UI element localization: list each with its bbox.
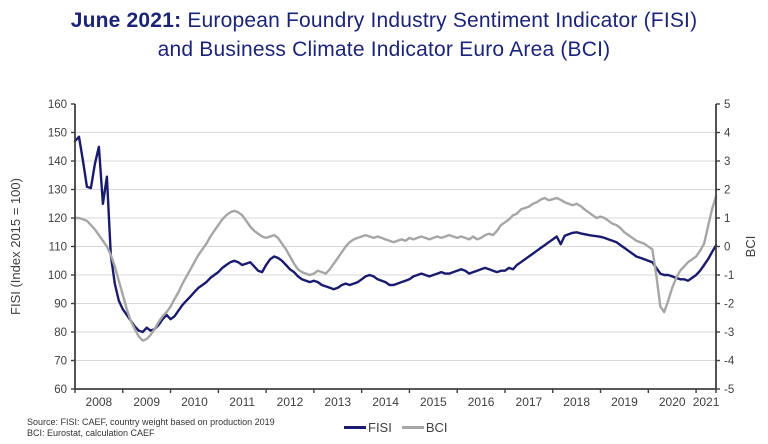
legend-label-fisi: FISI [368, 420, 392, 435]
svg-text:2017: 2017 [516, 395, 543, 409]
svg-text:2021: 2021 [693, 395, 720, 409]
svg-text:2014: 2014 [372, 395, 399, 409]
svg-text:4: 4 [724, 128, 731, 140]
svg-text:140: 140 [48, 156, 67, 168]
svg-text:70: 70 [54, 356, 67, 368]
svg-text:60: 60 [54, 384, 67, 396]
right-axis-ticks: 5 4 3 2 1 0 -1 -2 -3 -4 -5 [716, 99, 735, 396]
svg-text:80: 80 [54, 327, 67, 339]
source-note: Source: FISI: CAEF, country weight based… [27, 417, 275, 439]
chart-title: June 2021: European Foundry Industry Sen… [0, 6, 768, 64]
axis-titles: FISI (Index 2015 = 100) BCI [8, 178, 758, 315]
title-date: June 2021: [70, 9, 182, 32]
left-axis-title: FISI (Index 2015 = 100) [8, 178, 23, 315]
fisi-line [73, 135, 718, 334]
svg-text:130: 130 [48, 185, 67, 197]
svg-text:1: 1 [724, 213, 730, 225]
svg-text:2019: 2019 [611, 395, 638, 409]
svg-text:5: 5 [724, 99, 730, 111]
svg-text:2012: 2012 [277, 395, 304, 409]
svg-text:100: 100 [48, 270, 67, 282]
right-axis-title: BCI [743, 236, 758, 258]
fisi-line-swatch [344, 426, 366, 429]
title-line-2: and Business Climate Indicator Euro Area… [157, 38, 611, 61]
svg-text:120: 120 [48, 213, 67, 225]
svg-text:2013: 2013 [324, 395, 351, 409]
svg-text:-5: -5 [724, 384, 734, 396]
svg-text:-3: -3 [724, 327, 734, 339]
source-line-2: BCI: Eurostat, calculation CAEF [27, 428, 155, 438]
svg-text:150: 150 [48, 128, 67, 140]
svg-text:2010: 2010 [181, 395, 208, 409]
x-axis-ticks: 2008 2009 2010 2011 2012 2013 2014 2015 2016 2017… [74, 389, 720, 409]
svg-text:160: 160 [48, 99, 67, 111]
left-axis-ticks: 160 150 140 130 120 110 100 90 80 70 60 [48, 99, 75, 396]
svg-text:2018: 2018 [563, 395, 590, 409]
svg-text:-1: -1 [724, 270, 734, 282]
gridlines [75, 132, 716, 361]
source-line-1: Source: FISI: CAEF, country weight based… [27, 417, 275, 427]
bci-line-swatch [401, 426, 424, 429]
legend-item-bci: BCI [401, 420, 448, 435]
svg-text:2016: 2016 [468, 395, 495, 409]
svg-text:-4: -4 [724, 356, 735, 368]
title-line1-text: European Foundry Industry Sentiment Indi… [187, 9, 698, 32]
svg-text:0: 0 [724, 242, 730, 254]
svg-text:2020: 2020 [659, 395, 686, 409]
legend-item-fisi: FISI [344, 420, 392, 435]
svg-text:2009: 2009 [133, 395, 160, 409]
svg-text:2: 2 [724, 185, 730, 197]
svg-text:-2: -2 [724, 299, 734, 311]
svg-text:90: 90 [54, 299, 67, 311]
svg-text:2015: 2015 [420, 395, 447, 409]
svg-text:110: 110 [49, 242, 67, 254]
series-lines [73, 135, 718, 342]
svg-text:3: 3 [724, 156, 730, 168]
legend-label-bci: BCI [425, 420, 448, 435]
title-line-1: June 2021: European Foundry Industry Sen… [0, 6, 768, 35]
chart-legend: FISI BCI [344, 420, 458, 435]
svg-text:2011: 2011 [229, 395, 255, 409]
svg-text:2008: 2008 [86, 395, 113, 409]
bci-line [73, 195, 718, 342]
